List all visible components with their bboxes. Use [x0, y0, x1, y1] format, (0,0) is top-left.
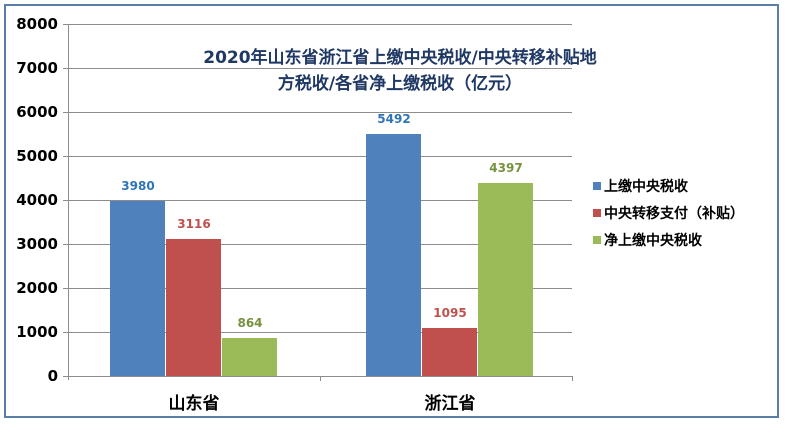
- legend-item[interactable]: 上缴中央税收: [593, 172, 744, 199]
- bar-value-label: 1095: [433, 305, 467, 320]
- y-tick: [63, 112, 68, 113]
- category-label: 山东省: [168, 394, 220, 414]
- bar[interactable]: [366, 134, 421, 376]
- y-tick: [63, 68, 68, 69]
- plot-area: 3980 3116 864 5492 1095 4397: [63, 24, 573, 381]
- y-axis-line: [68, 24, 69, 380]
- legend: 上缴中央税收中央转移支付（补贴） 净上缴中央税收: [593, 172, 744, 253]
- legend-label: 中央转移支付（补贴）: [604, 205, 744, 222]
- y-tick-label: 8000: [16, 15, 58, 33]
- bar[interactable]: [166, 238, 221, 376]
- bar[interactable]: [110, 200, 165, 376]
- gridline: [68, 332, 572, 333]
- gridline: [68, 200, 572, 201]
- y-tick-label: 1000: [16, 323, 58, 341]
- chart-title-line-2: 方税收/各省净上缴税收（亿元）: [277, 74, 523, 94]
- bar[interactable]: [422, 327, 477, 376]
- gridline: [68, 288, 572, 289]
- y-tick: [63, 156, 68, 157]
- legend-item[interactable]: 净上缴中央税收: [593, 226, 744, 253]
- y-tick-label: 6000: [16, 103, 58, 121]
- chart-title-line-1: 2020年山东省浙江省上缴中央税收/中央转移补贴地: [203, 48, 597, 68]
- y-tick: [63, 332, 68, 333]
- bar[interactable]: [478, 182, 533, 376]
- legend-label: 上缴中央税收: [604, 178, 688, 195]
- legend-swatch-icon: [593, 208, 601, 217]
- x-tick: [572, 376, 573, 381]
- gridline: [68, 24, 572, 25]
- bar-value-label: 3116: [177, 216, 211, 231]
- gridline: [68, 156, 572, 157]
- y-tick: [63, 288, 68, 289]
- legend-item[interactable]: 中央转移支付（补贴）: [593, 199, 744, 226]
- x-tick: [320, 376, 321, 381]
- y-tick: [63, 376, 68, 377]
- bar-value-label: 3980: [121, 178, 155, 193]
- gridline: [68, 112, 572, 113]
- legend-label: 净上缴中央税收: [604, 232, 702, 249]
- bar[interactable]: [222, 337, 277, 376]
- y-tick-label: 2000: [16, 279, 58, 297]
- category-label: 浙江省: [424, 394, 476, 414]
- gridline: [68, 244, 572, 245]
- legend-swatch-icon: [593, 181, 601, 190]
- y-tick-label: 7000: [16, 59, 58, 77]
- legend-swatch-icon: [593, 235, 601, 244]
- chart-title: 2020年山东省浙江省上缴中央税收/中央转移补贴地 方税收/各省净上缴税收（亿元…: [150, 45, 650, 97]
- bar-value-label: 864: [237, 315, 263, 330]
- y-tick-label: 4000: [16, 191, 58, 209]
- y-tick: [63, 244, 68, 245]
- y-tick: [63, 200, 68, 201]
- gridline: [68, 68, 572, 69]
- y-tick: [63, 24, 68, 25]
- bar-value-label: 4397: [489, 160, 523, 175]
- bar-value-label: 5492: [377, 112, 411, 127]
- y-tick-label: 5000: [16, 147, 58, 165]
- y-tick-label: 0: [47, 367, 58, 385]
- y-tick-label: 3000: [16, 235, 58, 253]
